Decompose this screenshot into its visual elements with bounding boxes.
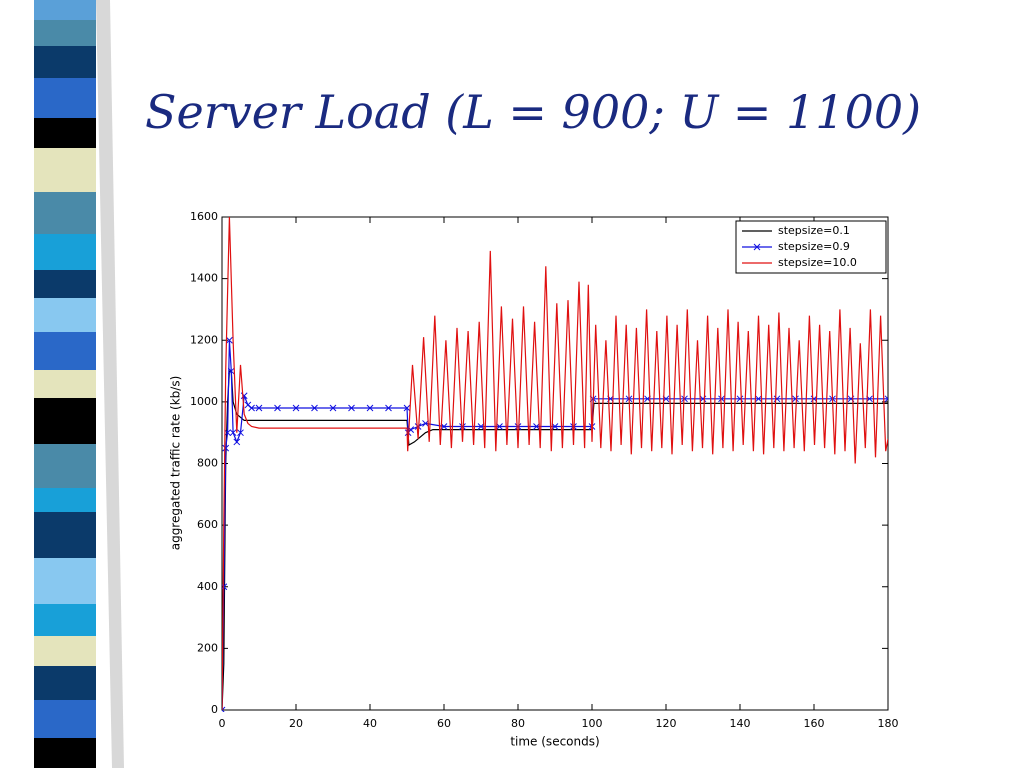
series-marker (884, 395, 888, 403)
series-marker (496, 423, 503, 430)
series-marker (755, 395, 762, 403)
y-tick-label: 400 (197, 580, 218, 593)
series-marker (366, 404, 374, 412)
x-tick-label: 40 (363, 717, 377, 730)
series-marker (792, 395, 799, 403)
series-marker (570, 423, 577, 430)
series-marker (311, 404, 318, 412)
series-marker (422, 420, 429, 427)
series-marker (233, 438, 241, 446)
x-tick-label: 100 (582, 717, 603, 730)
plot-frame (221, 216, 889, 711)
series-line (222, 216, 888, 711)
y-tick-label: 800 (197, 457, 218, 470)
series-marker (229, 429, 237, 437)
series-marker (348, 404, 355, 412)
legend-label: stepsize=0.1 (778, 224, 850, 237)
x-tick-label: 180 (878, 717, 899, 730)
series-marker (514, 423, 522, 430)
y-tick-label: 1000 (190, 395, 218, 408)
slide-title: Server Load (L = 900; U = 1100) (145, 85, 921, 139)
y-tick-label: 1600 (190, 210, 218, 223)
legend-marker (753, 243, 761, 251)
series-marker (222, 583, 228, 591)
x-tick-label: 140 (730, 717, 751, 730)
series-marker (226, 336, 233, 344)
x-tick-label: 20 (289, 717, 303, 730)
series-marker (329, 404, 337, 412)
y-tick-label: 1400 (190, 272, 218, 285)
y-tick-label: 0 (211, 703, 218, 716)
series-marker (237, 429, 244, 437)
series-marker (477, 423, 485, 430)
side-strip (34, 0, 124, 768)
plot-area (222, 216, 888, 712)
series-marker (533, 423, 540, 430)
series-marker (255, 404, 263, 412)
x-tick-label: 80 (511, 717, 525, 730)
series-marker (403, 404, 411, 412)
x-tick-label: 120 (656, 717, 677, 730)
series-marker (385, 404, 392, 412)
x-tick-label: 0 (219, 717, 226, 730)
series-marker (292, 404, 300, 412)
series-marker (227, 367, 235, 375)
series-marker (222, 444, 230, 452)
series-marker (414, 423, 422, 430)
series-marker (274, 404, 281, 412)
legend-label: stepsize=10.0 (778, 256, 857, 269)
y-axis-label: aggregated traffic rate (kb/s) (169, 376, 183, 551)
x-tick-label: 160 (804, 717, 825, 730)
series-marker (248, 404, 255, 412)
series-marker (440, 423, 448, 430)
x-axis-label: time (seconds) (510, 735, 599, 749)
x-tick-label: 60 (437, 717, 451, 730)
y-tick-label: 200 (197, 641, 218, 654)
series-marker (736, 395, 744, 403)
series-marker (222, 706, 226, 712)
series-marker (718, 395, 725, 403)
legend-label: stepsize=0.9 (778, 240, 850, 253)
y-tick-label: 600 (197, 518, 218, 531)
series-marker (459, 423, 466, 430)
series-marker (551, 423, 559, 430)
y-tick-label: 1200 (190, 333, 218, 346)
